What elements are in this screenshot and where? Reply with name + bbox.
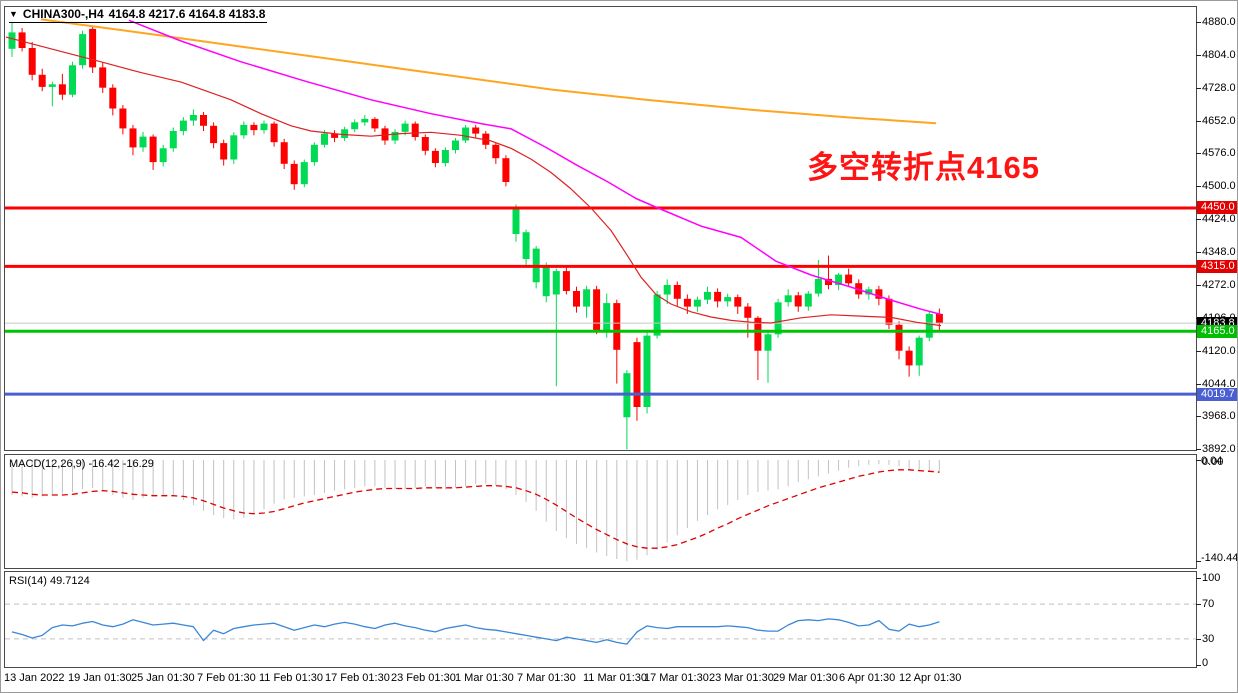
price-tick-label: 4044.0 bbox=[1202, 377, 1236, 390]
chart-symbol-period: CHINA300-,H4 bbox=[22, 7, 104, 21]
price-tick-label: 4120.0 bbox=[1202, 344, 1236, 357]
time-tick-label: 19 Jan 01:30 bbox=[68, 672, 132, 684]
chart-ohlc-values: 4164.8 4217.6 4164.8 4183.8 bbox=[108, 7, 266, 21]
time-tick-label: 23 Feb 01:30 bbox=[391, 672, 456, 684]
price-tick-mark bbox=[1196, 54, 1201, 56]
price-badge: 4450.0 bbox=[1197, 201, 1237, 215]
price-tick-mark bbox=[1196, 284, 1201, 286]
price-tick-label: 4348.0 bbox=[1202, 246, 1236, 259]
price-tick-label: 3892.0 bbox=[1202, 443, 1236, 456]
rsi-scale-label: 30 bbox=[1202, 633, 1215, 645]
time-tick-label: 1 Mar 01:30 bbox=[455, 672, 514, 684]
price-badge: 4165.0 bbox=[1197, 324, 1237, 338]
price-tick-mark bbox=[1196, 416, 1201, 418]
price-tick-mark bbox=[1196, 87, 1201, 89]
time-tick-label: 7 Mar 01:30 bbox=[517, 672, 576, 684]
chart-dropdown-icon[interactable]: ▼ bbox=[9, 9, 18, 19]
time-tick-label: 17 Feb 01:30 bbox=[325, 672, 390, 684]
price-tick-label: 4652.0 bbox=[1202, 114, 1236, 127]
time-tick-label: 6 Apr 01:30 bbox=[839, 672, 896, 684]
price-tick-label: 4576.0 bbox=[1202, 147, 1236, 160]
rsi-scale-label: 100 bbox=[1202, 572, 1221, 584]
price-tick-label: 4804.0 bbox=[1202, 48, 1236, 61]
rsi-label: RSI(14) 49.7124 bbox=[9, 575, 90, 587]
macd-scale-label: 0.00 bbox=[1202, 456, 1224, 468]
time-tick-label: 7 Feb 01:30 bbox=[197, 672, 256, 684]
macd-panel[interactable] bbox=[4, 454, 1197, 569]
macd-label: MACD(12,26,9) -16.42 -16.29 bbox=[9, 458, 154, 470]
price-tick-label: 4728.0 bbox=[1202, 81, 1236, 94]
main-chart-panel[interactable] bbox=[4, 6, 1197, 451]
price-tick-label: 4500.0 bbox=[1202, 180, 1236, 193]
price-tick-label: 4272.0 bbox=[1202, 278, 1236, 291]
price-tick-mark bbox=[1196, 252, 1201, 254]
rsi-tick-mark bbox=[1196, 665, 1201, 666]
time-tick-label: 12 Apr 01:30 bbox=[899, 672, 962, 684]
time-tick-label: 11 Mar 01:30 bbox=[583, 672, 648, 684]
macd-tick-mark bbox=[1196, 460, 1201, 461]
price-tick-mark bbox=[1196, 22, 1201, 23]
time-tick-label: 11 Feb 01:30 bbox=[259, 672, 324, 684]
price-tick-label: 3968.0 bbox=[1202, 410, 1236, 423]
rsi-tick-mark bbox=[1196, 639, 1201, 640]
price-tick-mark bbox=[1196, 219, 1201, 221]
time-tick-label: 25 Jan 01:30 bbox=[131, 672, 195, 684]
time-tick-label: 17 Mar 01:30 bbox=[644, 672, 709, 684]
price-tick-label: 4880.0 bbox=[1202, 16, 1236, 28]
macd-scale-label: 0.04 bbox=[1201, 455, 1223, 467]
price-tick-mark bbox=[1196, 383, 1201, 385]
macd-tick-mark bbox=[1196, 561, 1201, 562]
price-tick-mark bbox=[1196, 449, 1201, 451]
candlestick-chart[interactable] bbox=[5, 7, 1196, 450]
pivot-annotation-text: 多空转折点4165 bbox=[807, 150, 1040, 185]
price-tick-mark bbox=[1196, 350, 1201, 352]
price-tick-mark bbox=[1196, 186, 1201, 188]
price-tick-label: 4424.0 bbox=[1202, 213, 1236, 226]
price-tick-mark bbox=[1196, 120, 1201, 122]
macd-scale-label: -140.44 bbox=[1201, 552, 1238, 564]
rsi-indicator-chart[interactable] bbox=[5, 572, 1196, 667]
chart-title-bar: ▼ CHINA300-,H4 4164.8 4217.6 4164.8 4183… bbox=[9, 7, 268, 23]
price-badge: 4019.7 bbox=[1197, 387, 1237, 401]
time-tick-label: 13 Jan 2022 bbox=[4, 672, 65, 684]
time-tick-label: 29 Mar 01:30 bbox=[773, 672, 838, 684]
rsi-tick-mark bbox=[1196, 604, 1201, 605]
rsi-scale-label: 70 bbox=[1202, 598, 1215, 610]
price-tick-mark bbox=[1196, 153, 1201, 155]
rsi-panel[interactable] bbox=[4, 571, 1197, 668]
time-tick-label: 23 Mar 01:30 bbox=[709, 672, 774, 684]
price-badge: 4315.0 bbox=[1197, 259, 1237, 273]
macd-indicator-chart[interactable] bbox=[5, 455, 1196, 568]
rsi-tick-mark bbox=[1196, 578, 1201, 579]
rsi-scale-label: 0 bbox=[1202, 657, 1209, 669]
